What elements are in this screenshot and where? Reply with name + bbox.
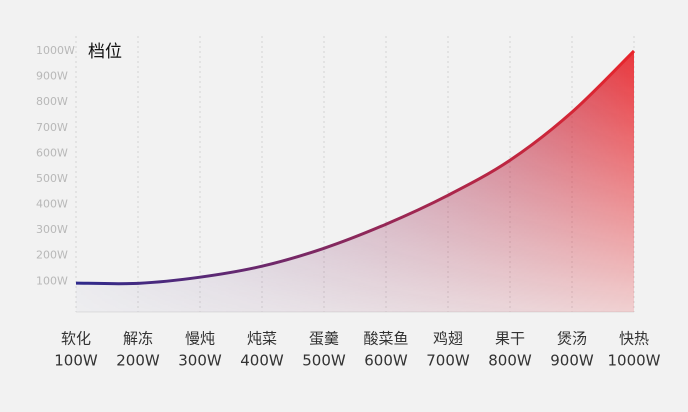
x-tick-sublabel: 700W: [426, 352, 470, 370]
x-tick-label: 果干: [495, 330, 525, 348]
y-tick-label: 1000W: [36, 44, 75, 57]
chart-title: 档位: [88, 42, 122, 62]
y-tick-label: 100W: [36, 274, 68, 287]
y-tick-label: 500W: [36, 172, 68, 185]
x-tick-label: 酸菜鱼: [363, 330, 408, 348]
y-tick-label: 900W: [36, 70, 68, 83]
x-tick-sublabel: 800W: [488, 352, 532, 370]
y-tick-label: 300W: [36, 223, 68, 236]
x-tick-sublabel: 300W: [178, 352, 222, 370]
y-tick-label: 800W: [36, 95, 68, 108]
x-tick-label: 解冻: [123, 330, 153, 348]
line: [75, 49, 636, 286]
x-tick-sublabel: 600W: [364, 352, 408, 370]
x-tick-sublabel: 900W: [550, 352, 594, 370]
y-tick-label: 600W: [36, 146, 68, 159]
x-tick-label: 鸡翅: [433, 330, 463, 348]
x-tick-sublabel: 1000W: [607, 352, 660, 370]
x-tick-label: 慢炖: [185, 330, 215, 348]
x-tick-label: 煲汤: [557, 330, 587, 348]
y-tick-label: 700W: [36, 121, 68, 134]
y-tick-label: 400W: [36, 198, 68, 211]
x-tick-sublabel: 400W: [240, 352, 284, 370]
x-tick-label: 蛋羹: [309, 330, 339, 348]
x-tick-sublabel: 100W: [54, 352, 98, 370]
x-tick-sublabel: 200W: [116, 352, 160, 370]
area: [76, 51, 634, 312]
y-tick-label: 200W: [36, 249, 68, 262]
x-tick-sublabel: 500W: [302, 352, 346, 370]
x-tick-label: 炖菜: [247, 330, 277, 348]
x-tick-label: 软化: [61, 330, 91, 348]
x-tick-label: 快热: [619, 330, 649, 348]
